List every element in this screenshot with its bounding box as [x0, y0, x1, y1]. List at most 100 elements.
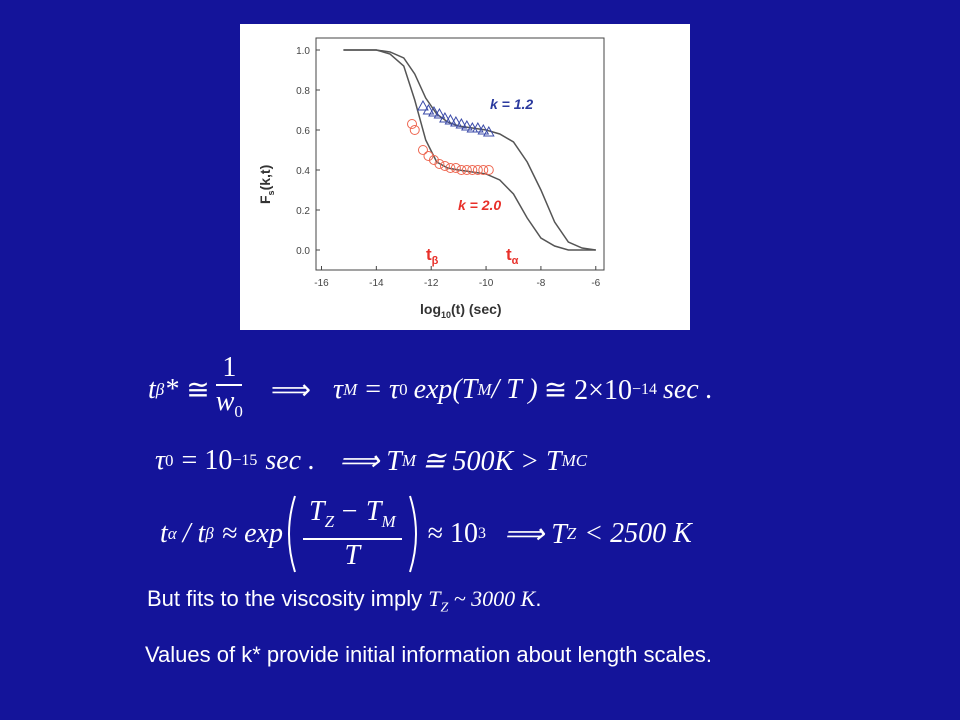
equation: t β * ≅ 1 w0 ⟹ τ M = τ 0 exp(T M / T ) ≅ 2×10 −14 sec . [148, 352, 713, 428]
x-tick-label: -12 [424, 278, 439, 289]
y-label-main: F [257, 195, 273, 204]
text: . [535, 586, 542, 611]
eq-text: ⟹ T [504, 519, 567, 550]
circle-point [483, 165, 494, 175]
annotation-sub: α [512, 255, 519, 267]
eq-text: T [344, 540, 361, 571]
circle-point [450, 163, 461, 173]
eq-text: = [365, 374, 382, 405]
fit-curve [343, 49, 596, 251]
eq-text: ≅ 2×10 [543, 375, 632, 406]
x-label-rest: (t) (sec) [451, 301, 502, 317]
eq-text: t [148, 374, 156, 405]
equation: τ 0 = 10 −15 sec . ⟹ T M ≅ 500K > T MC [155, 444, 587, 478]
chart: 0.00.20.40.60.81.0-16 -14 -12 -10 -8 -6log10(… [257, 37, 605, 320]
y-axis-label: Fs(k,t) [257, 165, 276, 204]
text: Values of k* provide initial information… [145, 642, 713, 667]
y-label-sub: s [266, 190, 276, 195]
paren [408, 495, 417, 573]
x-tick-label: -10 [479, 278, 494, 289]
eq-text: ≈ exp [221, 518, 283, 549]
eq-text: * [164, 374, 179, 405]
y-tick-label: 0.0 [296, 246, 310, 257]
circle-point [467, 165, 478, 175]
equation: t α / t β ≈ exp TZ − TM T ≈ 10 3 ⟹ T Z < 2500 K [160, 494, 692, 574]
fraction: TZ − TM T [302, 496, 402, 572]
x-tick-label: -14 [369, 278, 384, 289]
triangle-point [417, 99, 429, 111]
circle-point [472, 165, 483, 175]
eq-text: − T [340, 496, 382, 527]
y-label-rest: (k,t) [257, 165, 273, 191]
text: ~ 3000 K [448, 586, 536, 611]
eq-sub: 0 [234, 402, 243, 421]
eq-sub: 0 [165, 451, 174, 470]
eq-text: sec . [265, 445, 316, 476]
eq-text: t [160, 518, 168, 549]
paren [288, 495, 296, 573]
text: But fits to the viscosity imply [147, 586, 429, 611]
annotation-sub: β [432, 255, 439, 267]
annotation: k = 2.0 [458, 197, 501, 213]
annotation-text: t [426, 245, 432, 264]
text-line: But fits to the viscosity imply TZ ~ 300… [147, 586, 541, 616]
circle-point [445, 163, 456, 173]
x-tick-label: -8 [536, 278, 545, 289]
circle-point [478, 165, 489, 175]
eq-text: < 2500 K [584, 518, 692, 549]
triangle-point [450, 115, 462, 127]
annotation: k = 1.2 [490, 96, 533, 112]
y-tick-label: 0.6 [296, 126, 310, 137]
circle-point [461, 165, 472, 175]
text-line: Values of k* provide initial information… [145, 642, 712, 668]
eq-sup: −15 [232, 452, 258, 469]
chart-panel: 0.0 0.2 0.4 0.6 0.8 1.0 -16 -14 -12 -10 -8 -6 log10(… [240, 24, 690, 330]
y-tick-label: 1.0 [296, 46, 310, 57]
eq-text: w [215, 386, 235, 417]
eq-text: / t [182, 518, 206, 549]
annotation-text: k = 2.0 [458, 197, 501, 213]
text: Z [440, 600, 449, 616]
circle-point [417, 145, 428, 155]
triangle-point [482, 125, 495, 137]
y-tick-label: 0.4 [296, 166, 310, 177]
eq-text: τ [155, 445, 166, 476]
x-axis-label: log10(t) (sec) [420, 301, 502, 320]
triangle-point [471, 121, 484, 133]
triangle-point [455, 117, 468, 129]
eq-sub: α [167, 524, 177, 543]
y-tick-label: 0.8 [296, 86, 310, 97]
annotation: tβ [426, 245, 439, 267]
eq-sub: M [477, 380, 492, 399]
eq-text: T [308, 496, 325, 527]
eq-text: 1 [216, 352, 243, 386]
eq-text: / T ) [491, 374, 538, 405]
fraction: 1 w0 [216, 352, 243, 428]
eq-text: ≅ [186, 375, 210, 406]
eq-text: exp(T [413, 374, 478, 405]
circle-point [434, 159, 445, 169]
x-label-sub: 10 [441, 310, 451, 320]
annotation-text: t [506, 245, 512, 264]
triangle-point [433, 107, 446, 119]
circle-point [456, 165, 467, 175]
eq-text: ⟹ T [339, 446, 402, 477]
eq-sub: Z [324, 512, 335, 531]
triangle-point [461, 119, 473, 131]
annotation: tα [506, 245, 519, 267]
eq-sub: M [343, 380, 358, 399]
eq-sub: M [401, 451, 417, 470]
eq-text: sec . [662, 374, 713, 405]
eq-sup: −14 [631, 381, 657, 398]
text: T [428, 586, 441, 611]
eq-text: ≈ 10 [427, 518, 479, 549]
eq-text: = 10 [181, 445, 233, 476]
eq-text: τ [389, 374, 400, 405]
eq-sub: β [205, 524, 214, 543]
y-tick-label: 0.2 [296, 206, 310, 217]
x-tick-label: -16 [314, 278, 329, 289]
eq-sub: Z [566, 524, 577, 543]
triangle-point [428, 105, 440, 117]
triangle-point [439, 111, 451, 123]
